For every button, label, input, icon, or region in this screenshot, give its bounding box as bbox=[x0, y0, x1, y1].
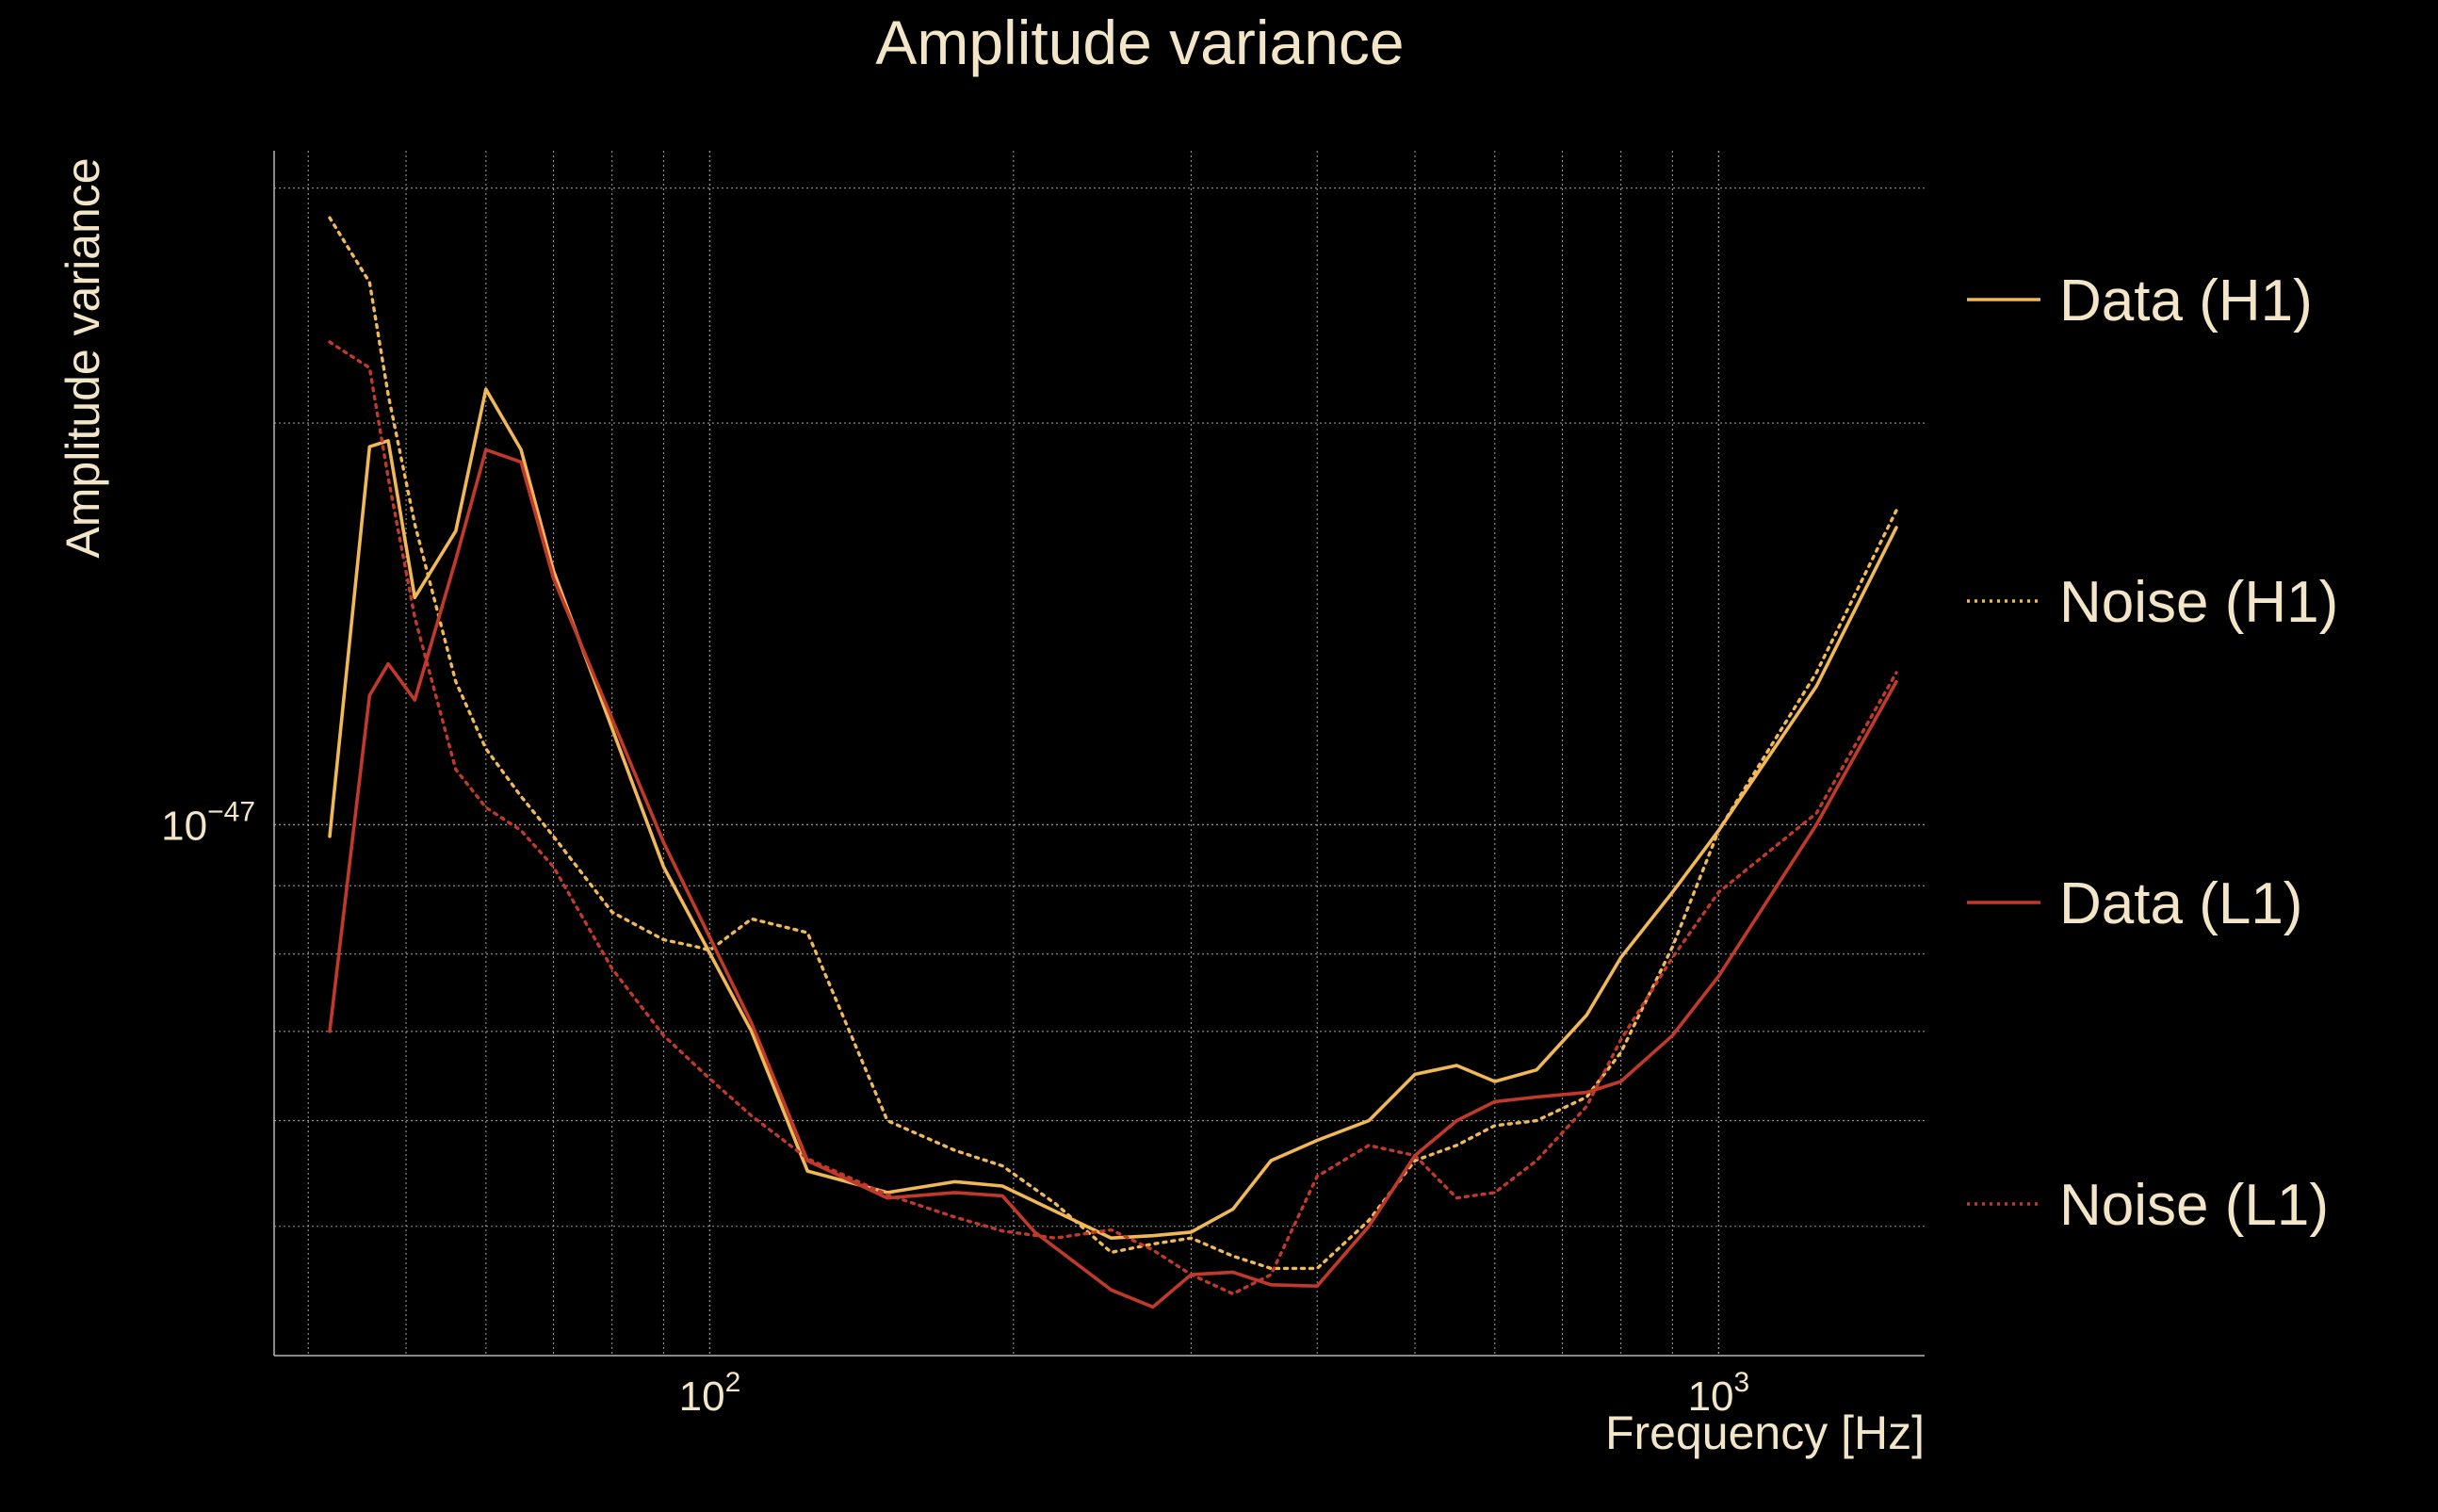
series-line-noise-l1 bbox=[328, 340, 1898, 1296]
series-line-data-l1 bbox=[328, 447, 1898, 1309]
x-tick-label: 102 bbox=[679, 1367, 741, 1420]
legend-item-data-h1: Data (H1) bbox=[1967, 268, 2313, 333]
y-tick-label: 10−47 bbox=[161, 796, 255, 849]
legend-item-data-l1: Data (L1) bbox=[1967, 871, 2302, 936]
axes: 102 103 10−47 bbox=[161, 151, 1925, 1420]
series-lines bbox=[328, 216, 1898, 1309]
series-line-data-h1 bbox=[328, 387, 1898, 1240]
legend-label: Noise (H1) bbox=[2059, 570, 2338, 635]
legend-label: Data (H1) bbox=[2059, 268, 2313, 333]
legend: Data (H1) Noise (H1) Data (L1) Noise (L1) bbox=[1967, 268, 2338, 1238]
legend-item-noise-l1: Noise (L1) bbox=[1967, 1173, 2329, 1238]
chart-title: Amplitude variance bbox=[875, 8, 1404, 77]
series-line-noise-h1 bbox=[328, 216, 1898, 1271]
grid bbox=[274, 151, 1925, 1357]
legend-item-noise-h1: Noise (H1) bbox=[1967, 570, 2338, 635]
x-tick-label: 103 bbox=[1688, 1367, 1750, 1420]
x-axis-label: Frequency [Hz] bbox=[1605, 1406, 1925, 1459]
legend-label: Data (L1) bbox=[2059, 871, 2302, 936]
legend-label: Noise (L1) bbox=[2059, 1173, 2329, 1238]
y-axis-label: Amplitude variance bbox=[57, 157, 109, 558]
